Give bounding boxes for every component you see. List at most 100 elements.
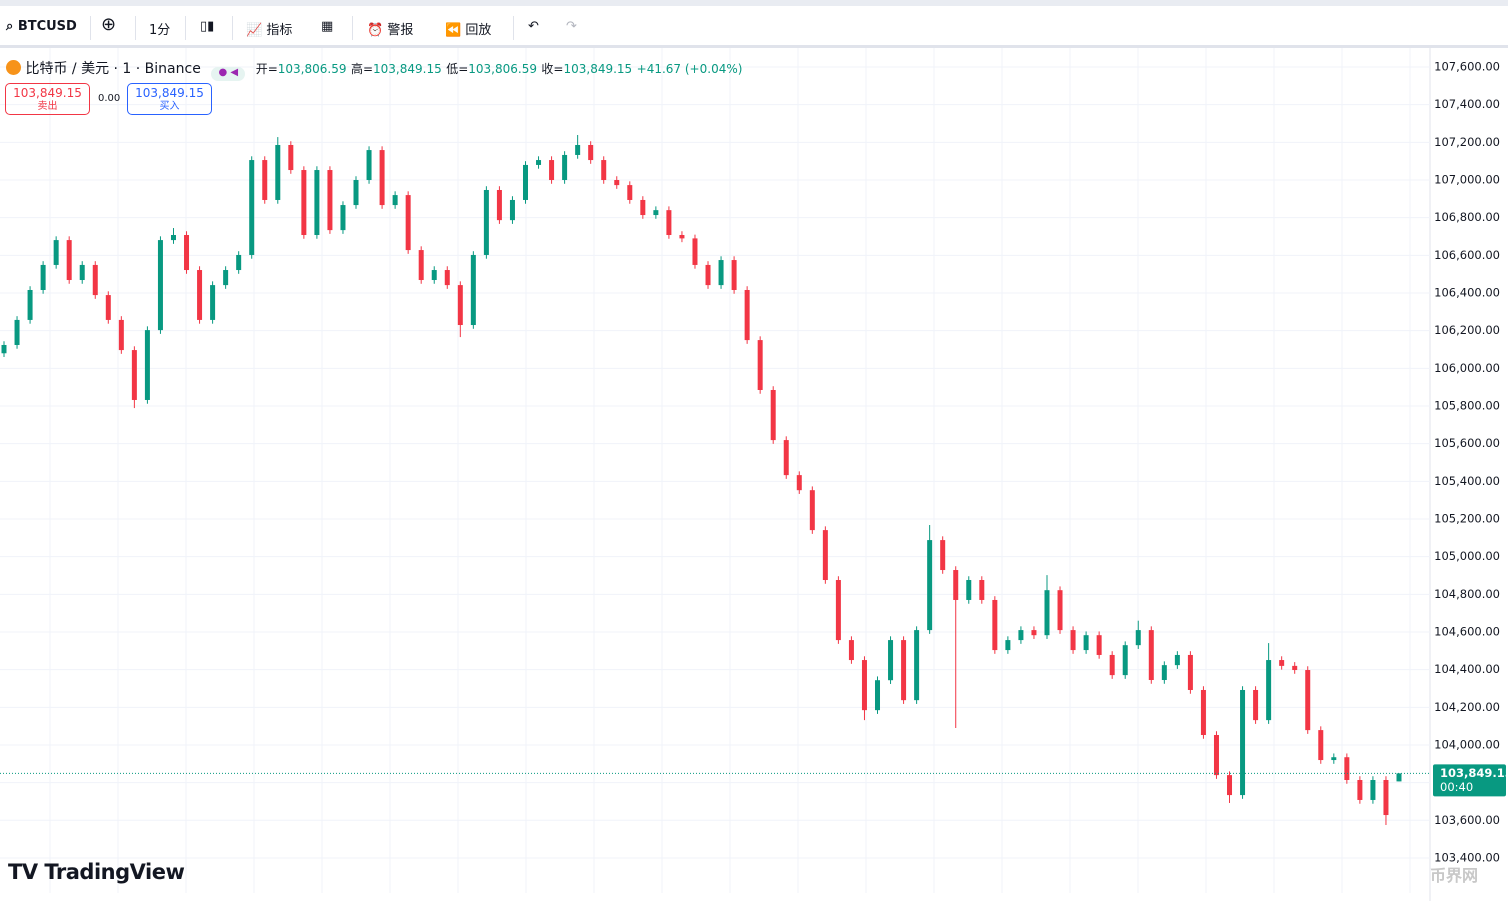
candle-body [157,240,163,331]
candle-body [327,170,333,231]
y-tick-label: 104,400.00 [1434,662,1500,676]
last-price-label: 103,849.15 [1440,766,1508,780]
redo[interactable]: ↷ [566,19,577,34]
candle-body [614,180,620,186]
candle-body [288,144,294,171]
candle-body [927,540,933,631]
candle-body [392,195,398,206]
candle-body [275,144,281,200]
candle-body [640,199,646,216]
candle-body [901,640,907,701]
replay-label[interactable]: 回放 [465,23,492,38]
low-value: 103,806.59 [468,62,537,76]
y-tick-label: 106,200.00 [1434,323,1500,337]
open-value: 103,806.59 [277,62,347,76]
separator [232,16,233,40]
candle-body [1318,730,1324,761]
spread: 0.00 [98,93,121,104]
candle-body [1083,635,1089,651]
candle-body [118,319,124,351]
candle-body [14,319,20,345]
chart-type[interactable]: ▯▮ [200,19,215,34]
sell-label[interactable]: 卖出 [37,101,58,112]
brand-name[interactable]: TradingView [44,860,185,884]
buy-button[interactable]: 103,849.15 买入 [127,83,212,115]
toolbar: ⌕ BTCUSD ⊕ 1分 ▯▮ 📈 指标 ▦ ⏰ 警报 ⏪ 回放 ↶ ↷ [0,6,1508,48]
alerts[interactable]: ⏰ 警报 [367,23,414,38]
candle-body [431,270,437,281]
status-badge[interactable]: ● ◀ [211,67,246,81]
y-tick-label: 106,600.00 [1434,248,1500,262]
candle-body [1148,630,1154,681]
candle-body [1292,665,1298,671]
candle-body [496,189,502,221]
buy-label[interactable]: 买入 [159,101,180,112]
candle-body [66,240,72,281]
candle-body [888,640,894,681]
indicators[interactable]: 📈 指标 [246,23,293,38]
y-tick-label: 107,400.00 [1434,97,1500,111]
candle-body [27,289,33,320]
undo[interactable]: ↶ [528,19,539,34]
candle-body [1174,654,1180,666]
indicators-label[interactable]: 指标 [266,23,293,38]
symbol-search[interactable]: ⌕ BTCUSD [6,19,77,34]
candle-body [483,189,489,255]
candle-body [1005,640,1011,651]
separator [513,16,514,40]
candle-body [1383,780,1389,816]
candle-body [875,680,881,711]
replay[interactable]: ⏪ 回放 [445,23,492,38]
candle-body [835,580,841,641]
candle-body [457,285,463,326]
candle-body [940,540,946,571]
separator [135,16,136,40]
candle-body [301,170,307,236]
sell-button[interactable]: 103,849.15 卖出 [5,83,90,115]
buy-price[interactable]: 103,849.15 [135,86,204,100]
candle-body [1305,670,1311,731]
layouts[interactable]: ▦ [321,19,334,34]
symbol[interactable]: BTCUSD [17,19,77,34]
y-tick-label: 105,400.00 [1434,474,1500,488]
candle-body [1396,773,1402,782]
candle-body [588,144,594,161]
candle-body [1070,630,1076,651]
candle-body [1370,780,1376,800]
add-symbol[interactable]: ⊕ [101,14,117,35]
candle-body [1018,630,1024,641]
candle-body [653,210,659,216]
candle-body [914,630,920,701]
candle-body [809,490,815,531]
candle-body [353,180,359,206]
y-tick-label: 104,600.00 [1434,624,1500,638]
y-tick-label: 105,800.00 [1434,398,1500,412]
candle-body [770,389,776,441]
interval[interactable]: 1分 [149,23,171,38]
close-value: 103,849.15 [563,62,633,76]
alerts-label[interactable]: 警报 [387,23,414,38]
candle-body [666,210,672,236]
candle-body [509,199,515,221]
candle-body [40,264,46,290]
close-label: 收= [541,62,564,76]
y-tick-label: 106,000.00 [1434,361,1500,375]
candle-body [1266,660,1272,721]
sell-price[interactable]: 103,849.15 [13,86,82,100]
candle-body [966,580,972,600]
candle-body [692,238,698,265]
y-tick-label: 103,600.00 [1434,813,1500,827]
candle-body [575,144,581,155]
candle-body [92,264,98,296]
brand-logo[interactable]: 𝗧𝗩 TradingView [8,860,185,884]
candle-body [1135,630,1141,646]
candle-body [1200,689,1206,735]
candle-body [1227,775,1233,796]
candle-body [1,344,7,354]
high-label: 高= [350,62,374,76]
candle-body [223,270,229,286]
low-label: 低= [446,62,469,76]
candle-body [444,270,450,286]
candle-body [144,330,150,400]
candle-body [536,160,542,165]
